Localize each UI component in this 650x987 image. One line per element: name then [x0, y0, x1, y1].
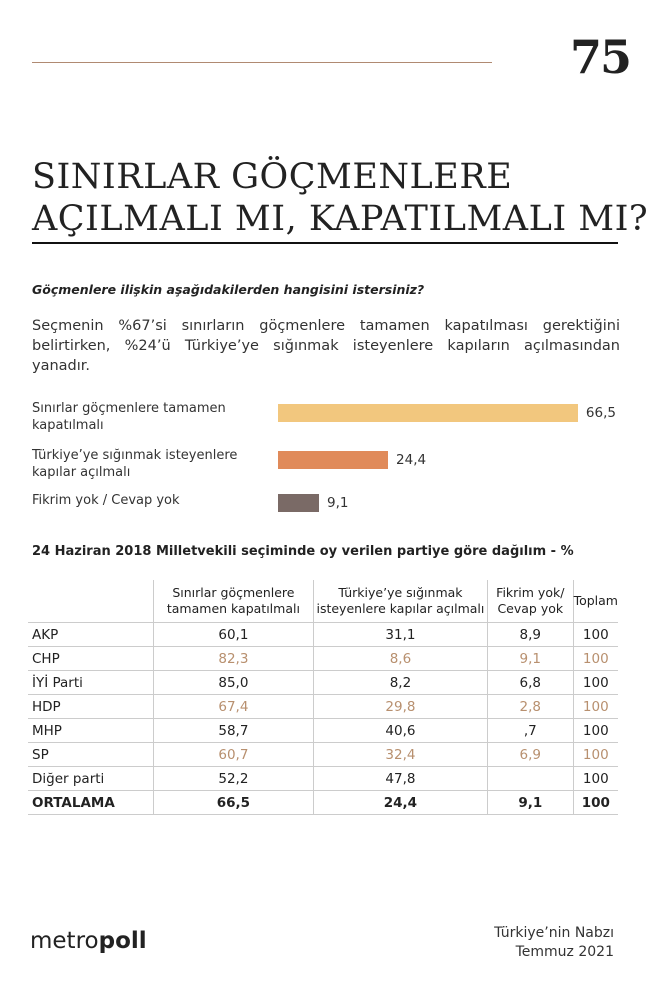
row-label: SP [28, 742, 154, 767]
table-cell: 47,8 [313, 766, 489, 791]
logo-part: poll [98, 928, 147, 954]
row-label: Diğer parti [28, 766, 154, 791]
table-cell: 31,1 [313, 622, 489, 647]
logo-part: metro [30, 928, 99, 954]
table-cell: 24,4 [313, 790, 489, 815]
table-cell: 8,2 [313, 670, 489, 695]
header-cell: Sınırlar göçmenlere tamamen kapatılmalı [153, 580, 314, 623]
summary: Seçmenin %67’si sınırların göçmenlere ta… [32, 318, 620, 374]
table-cell: 8,9 [487, 622, 574, 647]
table-body: AKP 60,1 31,1 8,9 100 CHP 82,3 8,6 9,1 100 İYİ Par… [28, 622, 618, 815]
title: SINIRLAR GÖÇMENLERE AÇILMALI MI, KAPATIL… [32, 156, 648, 240]
table-title: 24 Haziran 2018 Milletvekili seçiminde o… [32, 544, 574, 559]
table-cell: 67,4 [153, 694, 314, 719]
table-cell: 100 [573, 622, 618, 647]
table-cell: 40,6 [313, 718, 489, 743]
table-row: İYİ Parti 85,0 8,2 6,8 100 [28, 670, 618, 695]
table-cell: ,7 [487, 718, 574, 743]
bar [278, 404, 578, 422]
table-cell: 100 [573, 742, 618, 767]
title-line: AÇILMALI MI, KAPATILMALI MI? [32, 199, 649, 239]
table-row: AKP 60,1 31,1 8,9 100 [28, 622, 618, 647]
table-cell: 60,7 [153, 742, 314, 767]
table-header: Sınırlar göçmenlere tamamen kapatılmalı T… [28, 580, 618, 623]
page-number: 75 [570, 30, 632, 84]
header-cell: Türkiye’ye sığınmak isteyenlere kapılar … [313, 580, 489, 623]
publication-name: Türkiye’nin Nabzı [494, 925, 614, 941]
header-cell: Fikrim yok/ Cevap yok [487, 580, 574, 623]
header-cell: Toplam [573, 580, 618, 623]
table-cell: 100 [573, 718, 618, 743]
value-label: 9,1 [327, 495, 349, 511]
table-cell: 85,0 [153, 670, 314, 695]
value-label: 24,4 [396, 452, 427, 468]
category-label: Fikrim yok / Cevap yok [32, 493, 180, 508]
bar [278, 494, 320, 512]
row-label: CHP [28, 646, 154, 671]
table-cell: 100 [573, 694, 618, 719]
question: Göçmenlere ilişkin aşağıdakilerden hangi… [32, 282, 425, 297]
table-cell: 100 [573, 670, 618, 695]
title-line: SINIRLAR GÖÇMENLERE [32, 157, 513, 197]
row-label: AKP [28, 622, 154, 647]
table-cell: 60,1 [153, 622, 314, 647]
table-row: Diğer parti 52,2 47,8 100 [28, 766, 618, 791]
table-cell: 82,3 [153, 646, 314, 671]
row-label: İYİ Parti [28, 670, 154, 695]
table-row: HDP 67,4 29,8 2,8 100 [28, 694, 618, 719]
table-cell: 29,8 [313, 694, 489, 719]
table-cell [487, 766, 574, 791]
category-label: Türkiye’ye sığınmak isteyenlere kapılar … [32, 448, 238, 480]
table-cell: 6,9 [487, 742, 574, 767]
row-label: ORTALAMA [28, 790, 154, 815]
value-label: 66,5 [585, 405, 616, 421]
table-cell: 52,2 [153, 766, 314, 791]
table-row: SP 60,7 32,4 6,9 100 [28, 742, 618, 767]
table-cell: 8,6 [313, 646, 489, 671]
table-cell: 32,4 [313, 742, 489, 767]
publication: Türkiye’nin Nabzı Temmuz 2021 [494, 924, 614, 962]
table-cell: 66,5 [153, 790, 314, 815]
header-rule [32, 62, 492, 63]
table: Sınırlar göçmenlere tamamen kapatılmalı T… [28, 580, 618, 815]
category-label: Sınırlar göçmenlere tamamen kapatılmalı [32, 401, 226, 433]
publication-date: Temmuz 2021 [515, 944, 614, 960]
table-cell: 100 [573, 766, 618, 791]
table-row: MHP 58,7 40,6,7 100 [28, 718, 618, 743]
table-row: ORTALAMA 66,5 24,4 9,1 100 [28, 790, 618, 815]
table-cell: 100 [573, 790, 618, 815]
bar-chart: Sınırlar göçmenlere tamamen kapatılmalı 6… [32, 401, 616, 512]
table-cell: 9,1 [487, 790, 574, 815]
logo: metropoll [30, 928, 147, 954]
table-cell: 6,8 [487, 670, 574, 695]
table-row: CHP 82,3 8,6 9,1 100 [28, 646, 618, 671]
title-rule [32, 242, 618, 244]
bar [278, 451, 389, 469]
row-label: HDP [28, 694, 154, 719]
table-cell: 9,1 [487, 646, 574, 671]
table-cell: 2,8 [487, 694, 574, 719]
header-cell [28, 580, 154, 623]
row-label: MHP [28, 718, 154, 743]
table-cell: 58,7 [153, 718, 314, 743]
table-cell: 100 [573, 646, 618, 671]
